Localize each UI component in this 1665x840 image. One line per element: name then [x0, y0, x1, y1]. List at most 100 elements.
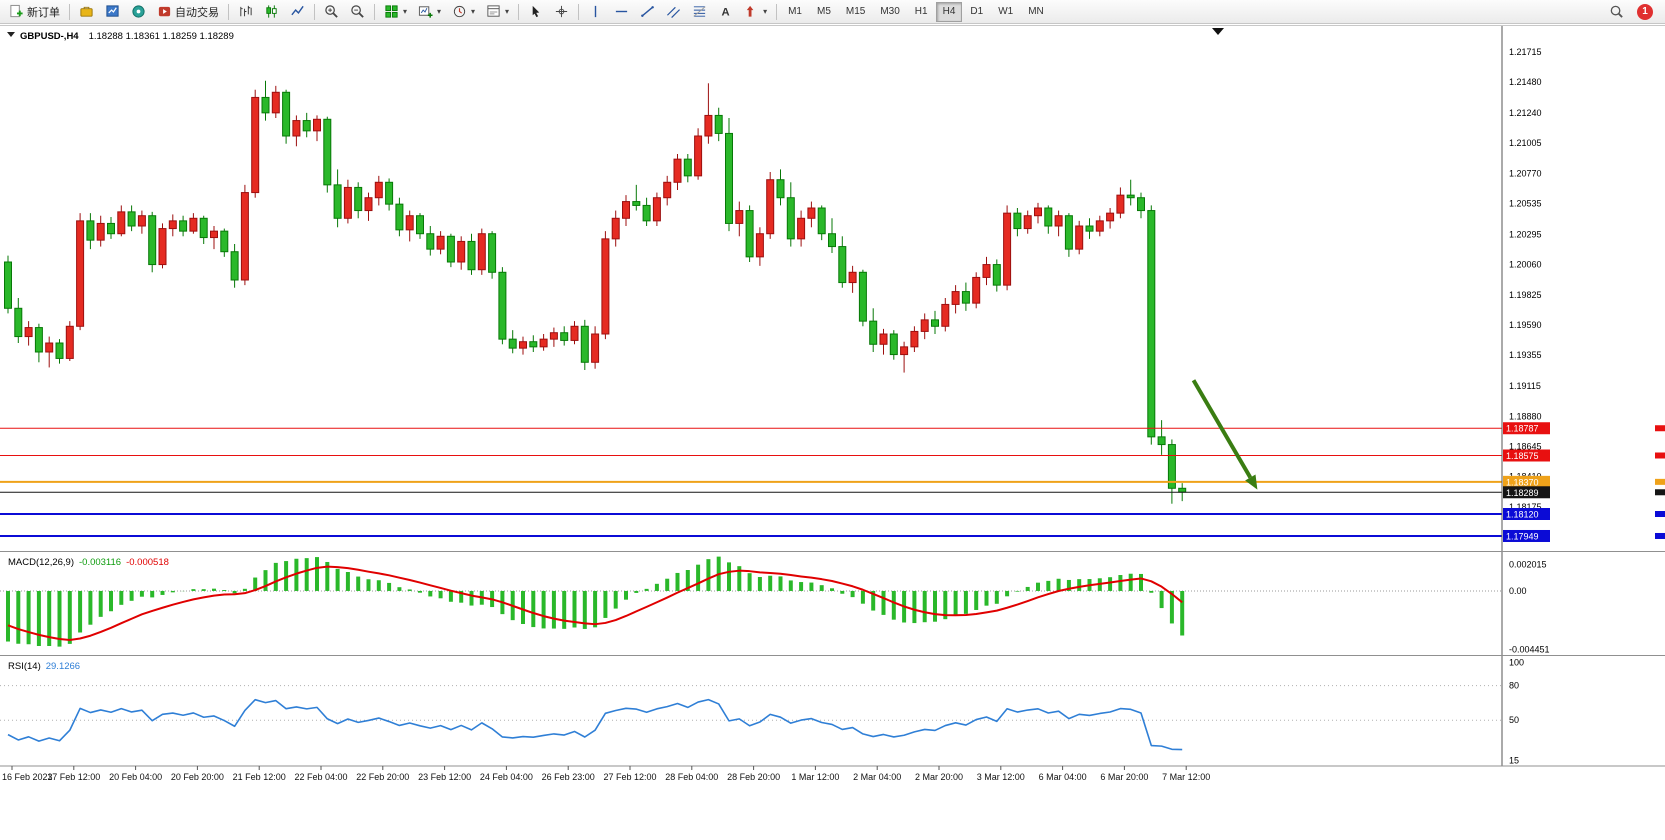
timeframe-D1[interactable]: D1	[963, 2, 990, 22]
candle-body	[220, 230, 229, 253]
price-tick-label: 1.19590	[1509, 320, 1542, 330]
time-tick-label: 28 Feb 04:00	[665, 772, 718, 782]
periods-button[interactable]: ▾	[447, 2, 480, 22]
svg-text:A: A	[722, 7, 730, 19]
line-edge-marker	[1655, 532, 1665, 539]
line-edge-marker	[1655, 489, 1665, 496]
candle-body	[1044, 207, 1053, 227]
notification-badge[interactable]: 1	[1637, 3, 1653, 20]
candle-body	[858, 271, 867, 322]
bar-chart-button[interactable]	[233, 2, 258, 22]
price-tick-label: 1.20295	[1509, 229, 1542, 239]
candle-body	[580, 325, 589, 363]
zoom-in-button[interactable]	[319, 2, 344, 22]
candle-body	[951, 291, 960, 305]
price-tick-label: 1.21480	[1509, 77, 1542, 87]
candle-body	[477, 233, 486, 271]
candlestick-chart-button[interactable]	[259, 2, 284, 22]
rsi-panel[interactable]: 100 80 50 15 RSI(14) 29.1266	[0, 658, 1524, 766]
fibonacci-button[interactable]	[687, 2, 712, 22]
dropdown-caret-icon: ▾	[471, 7, 476, 16]
timeframe-M30[interactable]: M30	[873, 2, 906, 22]
horizontal-line-button[interactable]	[609, 2, 634, 22]
candle-body	[931, 319, 939, 327]
rsi-tick-label: 80	[1509, 681, 1519, 691]
equidistant-channel-button[interactable]	[661, 2, 686, 22]
line-chart-button[interactable]	[285, 2, 310, 22]
new-order-button[interactable]: 新订单	[4, 2, 65, 22]
cursor-button[interactable]	[523, 2, 548, 22]
trend-arrow[interactable]	[1191, 379, 1253, 479]
candle-body	[941, 303, 950, 327]
candle-body	[1075, 225, 1084, 250]
candle-body	[1085, 225, 1094, 232]
timeframe-M15[interactable]: M15	[839, 2, 872, 22]
new-chart-button[interactable]: ▾	[413, 2, 446, 22]
arrows-tool-button[interactable]: ▾	[739, 2, 772, 22]
time-tick-label: 17 Feb 12:00	[47, 772, 100, 782]
dropdown-caret-icon: ▾	[763, 7, 768, 16]
candle-body	[622, 201, 630, 219]
new-order-icon	[10, 4, 23, 18]
candle-body	[807, 207, 816, 219]
crosshair-button[interactable]	[549, 2, 574, 22]
rsi-label: RSI(14) 29.1266	[8, 661, 80, 672]
macd-panel[interactable]: 0.002015 0.00 -0.004451 MACD(12,26,9) -0.003…	[0, 556, 1550, 655]
price-tick-label: 1.18880	[1509, 411, 1542, 421]
templates-button[interactable]: ▾	[481, 2, 514, 22]
candle-body	[230, 251, 239, 281]
price-tick-label: 1.21240	[1509, 108, 1542, 118]
dropdown-caret-icon: ▾	[437, 7, 442, 16]
candle-body	[385, 181, 394, 205]
candle-body	[900, 346, 909, 356]
timeframe-M1[interactable]: M1	[781, 2, 809, 22]
zoom-out-button[interactable]	[345, 2, 370, 22]
price-tag	[1503, 529, 1550, 542]
candle-body	[354, 186, 363, 212]
toolbox-icon	[80, 6, 93, 17]
candle-body	[14, 307, 23, 338]
candle-body	[992, 264, 1001, 286]
timeframe-H4[interactable]: H4	[935, 1, 963, 22]
time-tick-label: 20 Feb 20:00	[171, 772, 224, 782]
chart-canvas[interactable]: GBPUSD-,H4 1.18288 1.18361 1.18259 1.1828…	[0, 24, 1665, 840]
candlesticks	[4, 80, 1187, 504]
price-tick-label: 1.19825	[1509, 290, 1542, 300]
candle-body	[910, 330, 919, 348]
timeframe-W1[interactable]: W1	[991, 2, 1020, 22]
candle-body	[869, 320, 878, 345]
price-tag-label: 1.18120	[1506, 510, 1539, 520]
navigator-button[interactable]	[126, 2, 151, 22]
trendline-button[interactable]	[635, 2, 660, 22]
symbol-dropdown-icon[interactable]	[7, 32, 15, 37]
timeframe-H1[interactable]: H1	[908, 2, 935, 22]
zoom-in-icon	[325, 5, 338, 18]
candle-body	[302, 120, 311, 132]
candle-body	[467, 240, 476, 271]
candle-body	[797, 217, 806, 240]
vertical-line-button[interactable]	[583, 2, 608, 22]
candle-body	[189, 217, 198, 232]
charts-toolbox-button[interactable]	[74, 2, 99, 22]
time-tick-label: 27 Feb 12:00	[603, 772, 656, 782]
templates-icon	[487, 5, 500, 17]
text-tool-button[interactable]: A	[713, 2, 738, 22]
search-button[interactable]	[1604, 2, 1629, 22]
auto-trading-button[interactable]: 自动交易	[152, 2, 224, 22]
candle-body	[1178, 487, 1187, 493]
search-icon	[1610, 5, 1623, 18]
price-axis[interactable]: 1.21715 1.21480 1.21240 1.21005 1.20770 1.205…	[1503, 47, 1665, 542]
candle-body	[1116, 194, 1125, 214]
candle-body	[529, 341, 538, 348]
market-watch-button[interactable]	[100, 2, 125, 22]
chart-shift-marker-icon[interactable]	[1212, 28, 1224, 35]
toolbar-right: 1	[1604, 2, 1661, 22]
timeframe-MN[interactable]: MN	[1021, 2, 1051, 22]
timeframe-M5[interactable]: M5	[810, 2, 838, 22]
price-tick-label: 1.18175	[1509, 502, 1542, 512]
candle-body	[498, 271, 507, 340]
candle-body	[642, 204, 651, 222]
indicators-button[interactable]: ▾	[379, 2, 412, 22]
candle-body	[519, 341, 527, 349]
